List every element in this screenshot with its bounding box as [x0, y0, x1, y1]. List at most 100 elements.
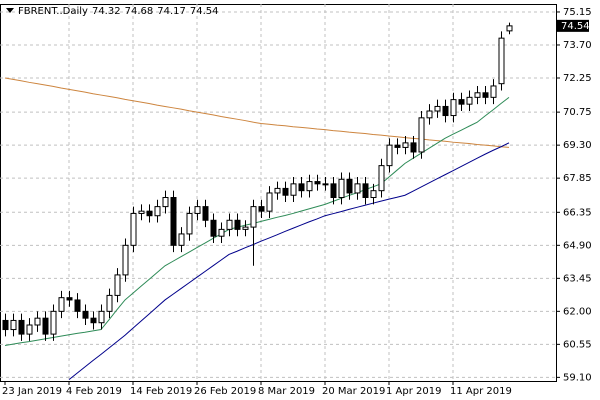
candle-body: [482, 92, 489, 98]
x-tick-label: 11 Apr 2019: [450, 386, 512, 397]
y-tick-label: 66.35: [563, 207, 592, 218]
candle-body: [186, 212, 193, 235]
ma-line: [4, 96, 510, 346]
candle-body: [170, 197, 177, 246]
candle-body: [130, 212, 137, 246]
candle-body: [66, 297, 73, 301]
candle-body: [474, 92, 481, 98]
candle-body: [2, 319, 9, 331]
candle-body: [378, 165, 385, 192]
grid: [0, 4, 556, 381]
y-tick-label: 73.70: [563, 40, 592, 51]
candle-body: [202, 206, 209, 221]
candle-body: [442, 105, 449, 117]
candle-body: [162, 197, 169, 208]
candle-body: [434, 105, 441, 112]
candle-body: [394, 144, 401, 148]
candle-body: [386, 144, 393, 167]
candle-body: [298, 183, 305, 192]
y-tick-label: 59.10: [563, 372, 592, 383]
header-close: 74.54: [190, 6, 219, 17]
candle-body: [362, 183, 369, 199]
y-tick-label: 70.75: [563, 107, 592, 118]
y-tick-label: 60.55: [563, 339, 592, 350]
x-tick-label: 14 Feb 2019: [130, 386, 192, 397]
candle-body: [10, 319, 17, 331]
candle-body: [370, 190, 377, 199]
y-tick-label: 62.00: [563, 306, 592, 317]
candle-body: [242, 226, 249, 230]
candle-body: [322, 183, 329, 186]
candle-body: [466, 96, 473, 105]
candle-body: [306, 181, 313, 192]
candle-body: [426, 110, 433, 119]
candle-body: [290, 183, 297, 196]
x-tick-label: 4 Feb 2019: [66, 386, 122, 397]
symbol-title: FBRENT..Daily: [18, 6, 88, 17]
header-high: 74.68: [125, 6, 154, 17]
price-tag: [557, 19, 589, 32]
header: FBRENT..Daily 74.32 74.68 74.17 74.54: [18, 6, 219, 17]
candle-body: [122, 244, 129, 276]
y-tick-label: 67.85: [563, 173, 592, 184]
x-tick-label: 23 Jan 2019: [2, 386, 62, 397]
x-tick-label: 20 Mar 2019: [322, 386, 385, 397]
header-low: 74.17: [157, 6, 186, 17]
y-tick-label: 72.25: [563, 73, 592, 84]
y-axis: 75.15 73.70 72.25 70.75 69.30 67.85 66.35 64.90…: [2, 7, 592, 397]
candle-body: [314, 181, 321, 185]
y-tick-label: 63.45: [563, 273, 592, 284]
price-tag-label: 74.54: [561, 21, 590, 32]
candle-body: [498, 37, 505, 85]
candle-body: [18, 319, 25, 335]
candle-body: [266, 192, 273, 212]
candle-body: [402, 142, 409, 148]
candle-body: [82, 310, 89, 319]
candle-body: [90, 317, 97, 324]
candle-body: [490, 85, 497, 98]
candle-body: [194, 206, 201, 214]
y-tick-label: 69.30: [563, 140, 592, 151]
candle-body: [106, 294, 113, 312]
candle-body: [98, 310, 105, 324]
candle-body: [58, 297, 65, 312]
x-tick-label: 1 Apr 2019: [386, 386, 441, 397]
header-open: 74.32: [92, 6, 121, 17]
candle-body: [450, 99, 457, 117]
x-tick-label: 8 Mar 2019: [258, 386, 315, 397]
candle-body: [226, 219, 233, 230]
candle-body: [410, 142, 417, 153]
candle-body: [114, 274, 121, 296]
menu-icon[interactable]: [6, 8, 14, 13]
candle-body: [330, 183, 337, 199]
candle-body: [138, 210, 145, 214]
candle-body: [210, 219, 217, 237]
candle-body: [34, 317, 41, 326]
candle-body: [26, 324, 33, 335]
candle-body: [354, 183, 361, 194]
candle-body: [250, 206, 257, 228]
candle-body: [346, 178, 353, 194]
top-strip: [0, 0, 600, 4]
candle-body: [418, 117, 425, 153]
candle-body: [74, 299, 81, 312]
candle-body: [218, 228, 225, 237]
y-tick-label: 64.90: [563, 240, 592, 251]
candle-body: [146, 210, 153, 217]
y-tick-label: 75.15: [563, 7, 592, 18]
candle-body: [154, 206, 161, 217]
candle-body: [458, 99, 465, 105]
candle-body: [234, 219, 241, 230]
candle-body: [338, 178, 345, 199]
candle-body: [274, 187, 281, 194]
marks: [2, 22, 513, 381]
candle-body: [42, 317, 49, 335]
candle-body: [178, 233, 185, 246]
candle-body: [506, 25, 513, 32]
x-tick-label: 26 Feb 2019: [194, 386, 256, 397]
candle-body: [50, 310, 57, 335]
ma-line: [4, 77, 510, 148]
candle-body: [282, 187, 289, 196]
ma-line: [68, 142, 510, 381]
